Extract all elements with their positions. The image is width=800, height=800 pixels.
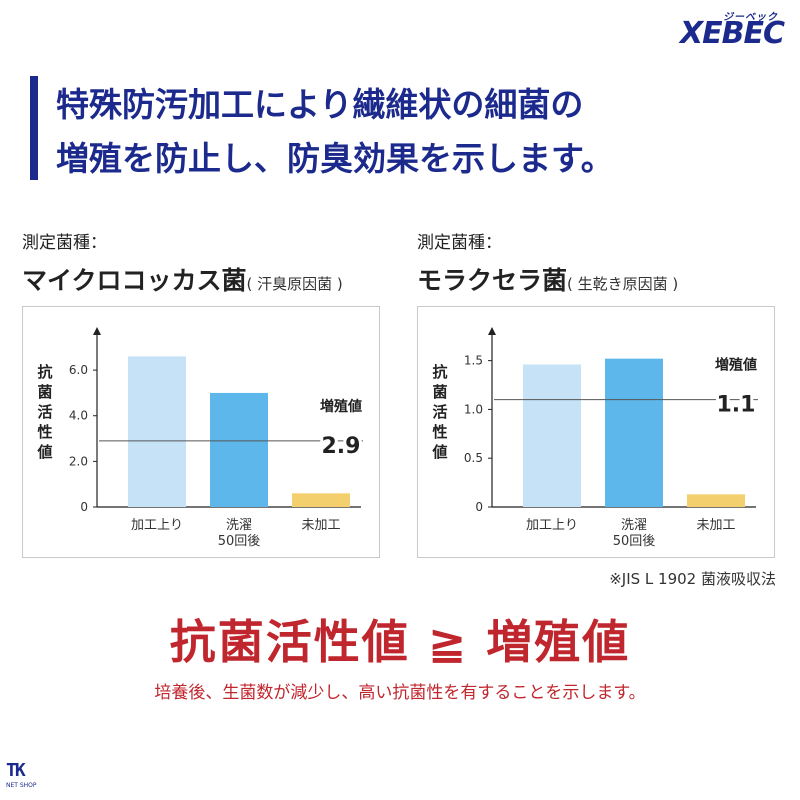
formula-right: 増殖値 (486, 615, 631, 669)
headline-accent-bar (30, 76, 38, 180)
right-strain-label: 測定菌種： (417, 233, 502, 253)
x-tick-label: 未加工 (696, 518, 735, 533)
x-tick-label: 50回後 (218, 534, 261, 549)
y-axis-arrow (488, 327, 496, 335)
y-axis-label-char: 性 (37, 423, 52, 441)
y-tick-label: 2.0 (69, 454, 88, 468)
y-tick-label: 0 (80, 500, 88, 514)
y-axis-label-char: 菌 (432, 383, 447, 401)
bar (523, 364, 581, 507)
formula-left: 抗菌活性値 (169, 615, 410, 669)
shop-logo: TK NET SHOP (6, 760, 37, 796)
chart-right: 0 0.5 1.0 1.5 抗菌活性値加工上り 洗濯 50回後 未加工 増殖値 1.1 (417, 306, 775, 558)
y-axis-label-char: 抗 (37, 363, 52, 381)
reference-value: 2.9 (322, 434, 361, 459)
y-tick-label: 1.0 (464, 402, 483, 416)
y-tick-label: 4.0 (69, 409, 88, 423)
y-axis-label-char: 値 (36, 443, 52, 461)
x-tick-label: 洗濯 (226, 518, 252, 533)
formula-symbol: ≧ (427, 615, 469, 669)
reference-value: 1.1 (717, 393, 756, 418)
left-strain-note: ( 汗臭原因菌 ) (246, 275, 343, 293)
bar (210, 392, 268, 507)
brand-logo-ruby: ジーベック (723, 12, 778, 23)
subtext: 培養後、生菌数が減少し、高い抗菌性を有することを示します。 (154, 683, 646, 703)
headline-line-1: 特殊防汚加工により繊維状の細菌の (56, 85, 584, 124)
y-axis-label-char: 活 (37, 403, 52, 421)
formula: 抗菌活性値 ≧ 増殖値 (0, 606, 800, 672)
y-axis-arrow (93, 327, 101, 335)
y-tick-label: 6.0 (69, 363, 88, 377)
right-strain-main: モラクセラ菌 (417, 266, 568, 295)
y-axis-label-char: 菌 (37, 383, 52, 401)
reference-label: 増殖値 (715, 357, 757, 374)
bar (128, 356, 186, 507)
right-strain-name: モラクセラ菌( 生乾き原因菌 ) (417, 261, 678, 297)
y-axis-label-char: 値 (431, 443, 447, 461)
bar (687, 494, 745, 507)
bar (292, 493, 350, 507)
x-tick-label: 加工上り (526, 518, 578, 533)
y-tick-label: 0.5 (464, 451, 483, 465)
y-axis-label-char: 活 (432, 403, 447, 421)
y-axis-label-char: 抗 (432, 363, 447, 381)
x-tick-label: 加工上り (131, 518, 183, 533)
brand-logo-text: XEBEC (680, 16, 785, 51)
bar (605, 358, 663, 507)
footnote: ※JIS L 1902 菌液吸収法 (609, 570, 776, 588)
headline: 特殊防汚加工により繊維状の細菌の 増殖を防止し、防臭効果を示します。 (30, 76, 730, 186)
left-strain-main: マイクロコッカス菌 (22, 266, 247, 295)
right-strain-note: ( 生乾き原因菌 ) (567, 275, 679, 293)
right-strain-block: 測定菌種： モラクセラ菌( 生乾き原因菌 ) (417, 228, 678, 297)
left-strain-block: 測定菌種： マイクロコッカス菌( 汗臭原因菌 ) (22, 228, 343, 297)
chart-left: 0 2.0 4.0 6.0 抗菌活性値加工上り 洗濯 50回後 未加工 増殖値 2.9 (22, 306, 380, 558)
x-tick-label: 洗濯 (621, 518, 647, 533)
y-axis-label-char: 性 (432, 423, 447, 441)
left-strain-name: マイクロコッカス菌( 汗臭原因菌 ) (22, 261, 343, 297)
y-tick-label: 1.5 (464, 354, 483, 368)
reference-label: 増殖値 (320, 398, 362, 415)
x-tick-label: 未加工 (301, 518, 340, 533)
y-tick-label: 0 (475, 500, 483, 514)
shop-logo-sub: NET SHOP (6, 782, 37, 789)
headline-line-2: 増殖を防止し、防臭効果を示します。 (56, 139, 614, 178)
left-strain-label: 測定菌種： (22, 233, 107, 253)
x-tick-label: 50回後 (613, 534, 656, 549)
brand-logo: ジーベック XEBEC (660, 8, 785, 52)
shop-logo-mark: TK (6, 760, 26, 781)
